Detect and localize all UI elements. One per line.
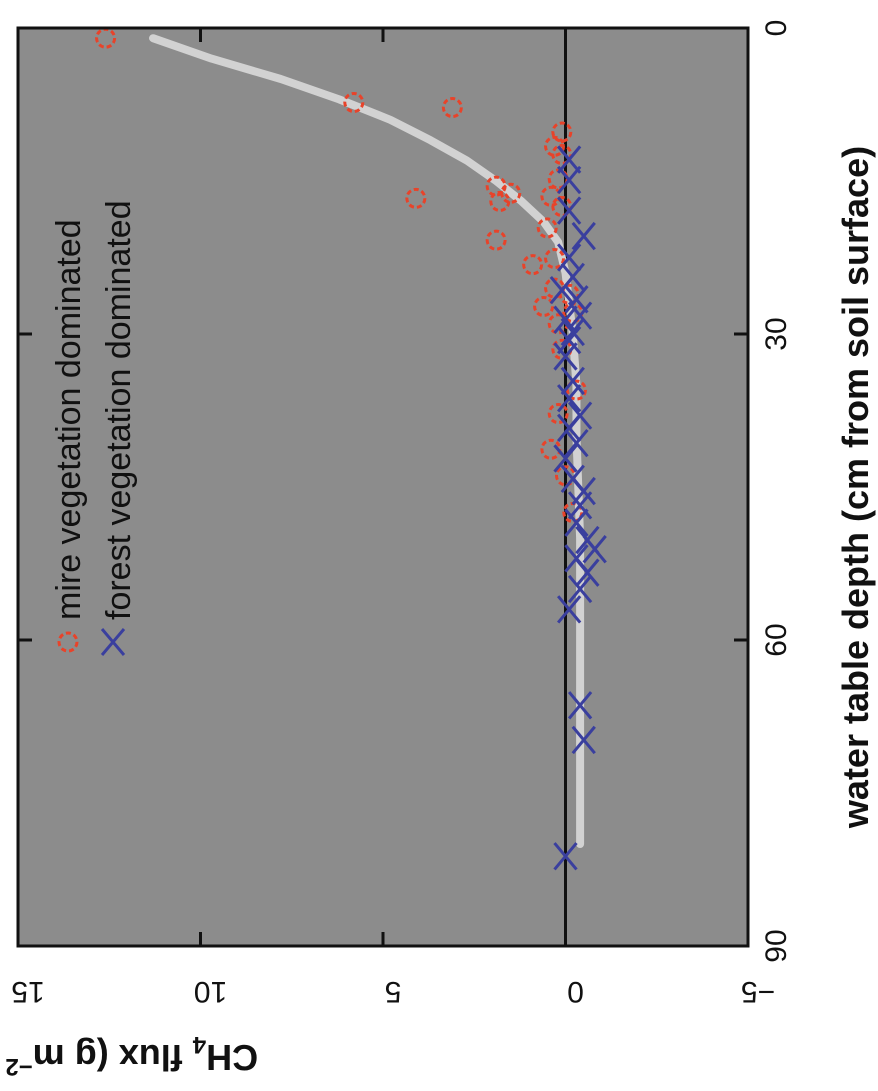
plot-background [18, 28, 748, 946]
y-axis-title-main: CH [206, 1037, 258, 1078]
data-point-forest [556, 145, 582, 174]
data-point-forest [553, 842, 578, 871]
data-point-mire [547, 403, 569, 425]
data-point-forest [571, 725, 596, 755]
data-point-mire [536, 217, 558, 239]
axis-ticks: 0 30 60 90 15 10 5 0 −5 [11, 20, 793, 1008]
data-point-mire [441, 97, 463, 119]
data-point-forest [553, 342, 578, 371]
data-point-mire [551, 121, 573, 143]
data-point-mire [540, 438, 562, 460]
y-axis-title-rest2: year [0, 1037, 5, 1078]
x-tick-label: 0 [760, 20, 793, 37]
x-tick-label: 90 [760, 929, 793, 962]
data-point-mire [489, 190, 511, 212]
data-point-forest [582, 535, 607, 564]
x-tick-label: 30 [760, 317, 793, 350]
data-point-forest [564, 285, 589, 314]
y-tick-label: −5 [741, 975, 775, 1008]
data-point-forest [556, 325, 582, 355]
data-point-mire [544, 248, 566, 270]
data-point-forest [567, 691, 593, 720]
y-axis-title: CH4 flux (g m−2 year−1) [0, 1031, 258, 1080]
data-point-forest [560, 317, 585, 347]
legend-mire-label: mire vegetation dominated [50, 219, 88, 620]
data-point-forest [556, 196, 582, 225]
data-point-forest [549, 275, 575, 305]
y-axis-title-rest1: flux (g m [33, 1037, 193, 1078]
x-tick-label: 60 [760, 623, 793, 656]
data-point-mire [533, 295, 555, 317]
data-point-forest [567, 301, 593, 330]
y-axis-title-sub: 4 [192, 1031, 206, 1058]
data-point-mire [343, 91, 365, 113]
data-point-forest [556, 413, 582, 443]
data-point-forest [564, 508, 589, 537]
data-point-forest [556, 243, 582, 272]
y-tick-label: 10 [194, 975, 227, 1008]
data-points [95, 27, 607, 871]
legend-forest-marker [100, 628, 126, 656]
data-point-mire [551, 143, 573, 165]
data-point-mire [485, 229, 507, 251]
data-point-forest [556, 384, 582, 413]
y-tick-label: 15 [11, 975, 44, 1008]
data-point-forest [556, 165, 582, 195]
data-point-forest [575, 558, 600, 587]
data-point-mire [522, 254, 544, 276]
data-point-mire [565, 379, 587, 401]
data-point-forest [553, 444, 578, 473]
legend: mire vegetation dominated forest vegetat… [50, 200, 138, 656]
legend-mire-marker [57, 631, 79, 653]
x-axis-title: water table depth (cm from soil surface) [835, 146, 876, 829]
y-tick-label: 0 [567, 975, 584, 1008]
legend-forest-label: forest vegetation dominated [100, 200, 138, 620]
data-point-forest [556, 595, 582, 624]
data-point-forest [567, 491, 593, 520]
y-tick-label: 5 [385, 975, 402, 1008]
data-point-forest [560, 366, 585, 396]
data-point-mire [405, 187, 427, 209]
data-point-forest [567, 574, 593, 604]
y-axis-title-sup1: −2 [5, 1053, 32, 1080]
data-point-forest [571, 221, 596, 251]
